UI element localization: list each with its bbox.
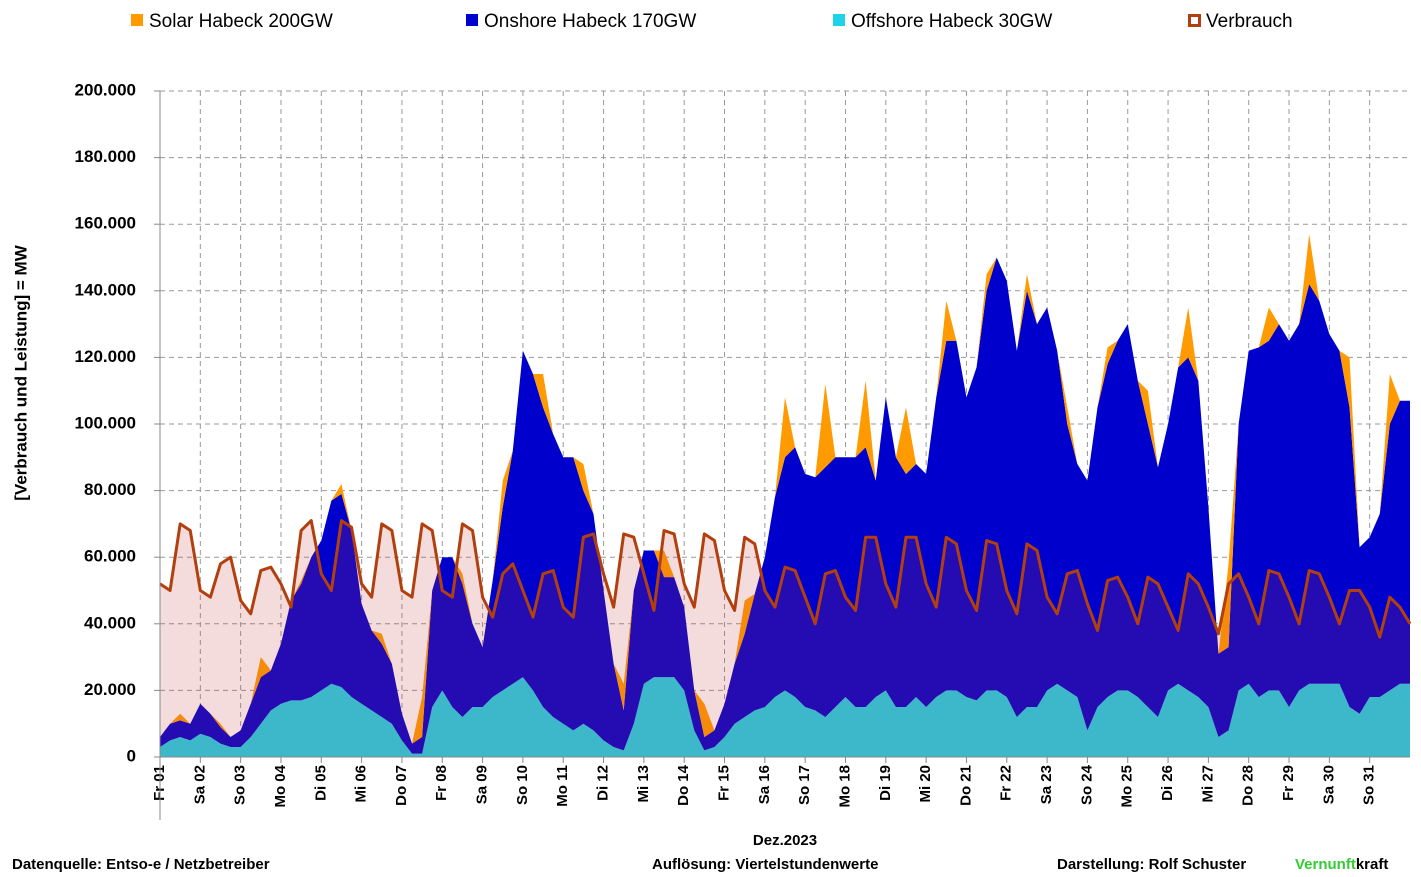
x-tick-label: Mo 25 [1119, 765, 1136, 808]
y-tick-label: 120.000 [75, 347, 136, 366]
legend-marker [1188, 14, 1201, 27]
x-tick-label: So 24 [1078, 764, 1095, 805]
y-tick-label: 20.000 [84, 680, 136, 699]
y-tick-label: 160.000 [75, 214, 136, 233]
x-tick-label: Mi 13 [635, 765, 652, 803]
footer-brand: Vernunftkraft [1295, 856, 1388, 873]
x-tick-label: Sa 23 [1038, 765, 1055, 804]
x-tick-label: Di 05 [312, 765, 329, 801]
brand-part: Vernunft [1295, 856, 1356, 873]
x-tick-label: Mi 20 [917, 765, 934, 803]
x-axis-title: Dez.2023 [753, 832, 817, 849]
y-tick-label: 180.000 [75, 147, 136, 166]
line-fill [160, 520, 1410, 757]
x-tick-label: Di 12 [595, 765, 612, 801]
x-tick-label: Fr 08 [433, 765, 450, 801]
x-tick-label: Di 26 [1159, 765, 1176, 801]
y-tick-label: 0 [127, 746, 136, 765]
x-tick-label: Do 28 [1240, 765, 1257, 806]
x-tick-label: Sa 16 [756, 765, 773, 804]
x-tick-label: Fr 01 [151, 765, 168, 801]
y-tick-label: 40.000 [84, 613, 136, 632]
x-tick-label: Fr 29 [1280, 765, 1297, 801]
y-tick-label: 140.000 [75, 280, 136, 299]
y-tick-label: 80.000 [84, 480, 136, 499]
brand-part: kraft [1356, 856, 1389, 873]
y-tick-label: 60.000 [84, 547, 136, 566]
x-tick-label: So 03 [232, 765, 249, 805]
y-tick-label: 200.000 [75, 80, 136, 99]
x-tick-label: So 31 [1361, 765, 1378, 805]
legend-label: Verbrauch [1206, 11, 1293, 32]
x-tick-label: Sa 09 [474, 765, 491, 804]
footer-source: Datenquelle: Entso-e / Netzbetreiber [12, 856, 270, 873]
x-tick-label: Mo 18 [836, 765, 853, 808]
x-tick-label: Mo 11 [554, 765, 571, 807]
x-tick-label: Mo 04 [272, 764, 289, 807]
x-tick-label: Do 07 [393, 765, 410, 806]
x-tick-label: Do 14 [675, 764, 692, 806]
x-tick-label: Mi 06 [353, 765, 370, 803]
x-tick-label: Fr 22 [998, 765, 1015, 801]
plot-area [159, 90, 1412, 757]
legend-marker [131, 14, 143, 26]
x-tick-label: Sa 30 [1320, 765, 1337, 804]
x-tick-label: So 10 [514, 765, 531, 805]
x-tick-label: Mi 27 [1199, 765, 1216, 803]
legend-marker [833, 14, 845, 26]
x-tick-label: Sa 02 [191, 765, 208, 804]
x-tick-label: Do 21 [957, 765, 974, 806]
line [159, 519, 1412, 639]
legend-marker [466, 14, 478, 26]
legend-label: Solar Habeck 200GW [149, 11, 333, 32]
y-axis-title: [Verbrauch und Leistung] = MW [11, 244, 30, 500]
y-tick-label: 100.000 [75, 413, 136, 432]
footer-author: Darstellung: Rolf Schuster [1057, 856, 1246, 873]
x-tick-label: So 17 [796, 765, 813, 805]
footer-resolution: Auflösung: Viertelstundenwerte [652, 856, 878, 873]
area [160, 677, 1410, 757]
x-tick-label: Fr 15 [715, 765, 732, 801]
legend-label: Offshore Habeck 30GW [851, 11, 1052, 32]
legend-label: Onshore Habeck 170GW [484, 11, 696, 32]
x-tick-label: Di 19 [877, 765, 894, 801]
